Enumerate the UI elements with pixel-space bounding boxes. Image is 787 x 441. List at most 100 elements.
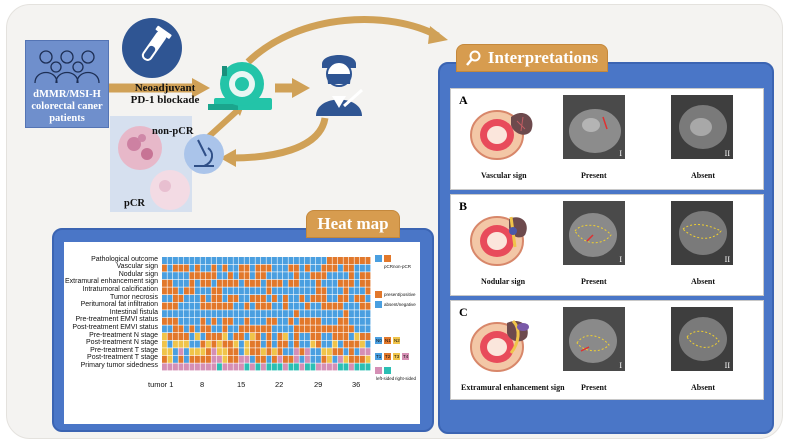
heatmap-cell	[173, 257, 178, 264]
heatmap-cell	[272, 295, 277, 302]
heatmap-cell	[321, 295, 327, 302]
heatmap-cell	[250, 325, 255, 333]
heatmap-cell	[200, 333, 206, 340]
heatmap-cell	[222, 363, 228, 371]
heatmap-cell	[316, 279, 321, 287]
heatmap-cell	[178, 348, 184, 356]
arrow-head-surgery	[292, 78, 310, 98]
heatmap-cell	[354, 264, 360, 272]
heatmap-cell	[217, 333, 222, 340]
heatmap-cell	[211, 340, 217, 348]
heatmap-cell	[222, 333, 228, 340]
heatmap-cell	[283, 325, 288, 333]
heatmap-cell	[167, 317, 173, 325]
heatmap-cell	[365, 272, 371, 280]
heatmap-cell	[239, 355, 244, 363]
panel-c-ct-present: I	[563, 307, 625, 371]
heatmap-cell	[338, 355, 343, 363]
heatmap-cell	[200, 287, 206, 295]
heatmap-cell	[178, 355, 184, 363]
heatmap-cell	[266, 355, 272, 363]
heatmap-cell	[233, 287, 239, 295]
heatmap-cell	[316, 272, 321, 280]
heatmap-cell	[206, 257, 211, 264]
surgeon-icon	[316, 55, 363, 116]
heatmap-cell	[162, 272, 167, 280]
heatmap-cell	[184, 348, 189, 356]
heatmap-cell	[222, 257, 228, 264]
heatmap-cell	[277, 363, 283, 371]
heatmap-cell	[332, 348, 338, 356]
heatmap-cell	[200, 325, 206, 333]
heatmap-cell	[321, 333, 327, 340]
heatmap-cell	[250, 363, 255, 371]
heatmap-cell	[288, 348, 294, 356]
heatmap-cell	[162, 348, 167, 356]
heatmap-cell	[200, 295, 206, 302]
heatmap-cell	[244, 333, 250, 340]
heatmap-cell	[299, 257, 305, 264]
heatmap-cell	[250, 333, 255, 340]
heatmap-cell	[189, 340, 195, 348]
heatmap-cell	[255, 272, 261, 280]
heatmap-cell	[305, 264, 310, 272]
heatmap-cell	[294, 333, 299, 340]
heatmap-cell	[277, 302, 283, 310]
heatmap-cell	[189, 348, 195, 356]
heatmap-cell	[321, 325, 327, 333]
heatmap-cell	[349, 272, 354, 280]
heatmap-cell	[299, 363, 305, 371]
heatmap-cell	[266, 317, 272, 325]
heatmap-cell	[255, 348, 261, 356]
heatmap-cell	[178, 340, 184, 348]
heatmap-cell	[228, 355, 233, 363]
heatmap-cell	[360, 317, 365, 325]
heatmap-cell	[332, 355, 338, 363]
heatmap-cell	[239, 340, 244, 348]
heatmap-cell	[189, 325, 195, 333]
heatmap-cell	[354, 333, 360, 340]
heatmap-cell	[299, 310, 305, 318]
heatmap-cell	[233, 272, 239, 280]
heatmap-cell	[349, 279, 354, 287]
heatmap-cell	[310, 279, 316, 287]
heatmap-cell	[173, 317, 178, 325]
heatmap-cell	[244, 302, 250, 310]
heatmap-cell	[255, 363, 261, 371]
non-pcr-label: non-pCR	[152, 126, 194, 137]
heatmap-cell	[217, 272, 222, 280]
heatmap-cell	[244, 355, 250, 363]
heatmap-cell	[195, 310, 200, 318]
heatmap-cell	[310, 310, 316, 318]
heatmap-cell	[173, 325, 178, 333]
panel-a-present: Present	[581, 171, 607, 180]
heatmap-cell	[354, 310, 360, 318]
heatmap-cell	[200, 355, 206, 363]
heatmap-row-label: Intratumoral calcification	[82, 285, 158, 293]
heatmap-cell	[272, 348, 277, 356]
heatmap-cell	[305, 340, 310, 348]
heatmap-cell	[233, 348, 239, 356]
heatmap-cell	[338, 325, 343, 333]
heatmap-cell	[332, 333, 338, 340]
heatmap-cell	[244, 287, 250, 295]
heatmap-cell	[250, 264, 255, 272]
panel-b: B I II Nodular sign Present Absent	[450, 194, 764, 296]
heatmap-cell	[354, 272, 360, 280]
heatmap-cell	[343, 257, 349, 264]
heatmap-cell	[305, 310, 310, 318]
heatmap-cell	[228, 257, 233, 264]
heatmap-cell	[343, 310, 349, 318]
panel-c-ct-absent: II	[671, 307, 733, 371]
heatmap-cell	[360, 264, 365, 272]
heatmap-cell	[283, 287, 288, 295]
heatmap-cell	[228, 333, 233, 340]
heatmap-cell	[206, 279, 211, 287]
panel-c-roman-i: I	[619, 361, 622, 370]
heatmap-cell	[277, 295, 283, 302]
treatment-line2: PD-1 blockade	[130, 94, 200, 106]
heatmap-cell	[228, 310, 233, 318]
heatmap-cell	[217, 279, 222, 287]
heatmap-cell	[173, 310, 178, 318]
patients-line3: patients	[49, 113, 85, 124]
